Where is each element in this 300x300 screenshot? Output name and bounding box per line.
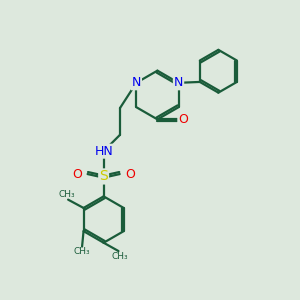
Text: N: N xyxy=(174,76,183,89)
Text: O: O xyxy=(72,168,82,181)
Text: N: N xyxy=(132,76,141,89)
Text: CH₃: CH₃ xyxy=(74,248,90,256)
Text: CH₃: CH₃ xyxy=(112,252,128,261)
Text: O: O xyxy=(178,113,188,126)
Text: O: O xyxy=(125,168,135,181)
Text: S: S xyxy=(99,169,108,184)
Text: HN: HN xyxy=(94,145,113,158)
Text: CH₃: CH₃ xyxy=(58,190,75,199)
